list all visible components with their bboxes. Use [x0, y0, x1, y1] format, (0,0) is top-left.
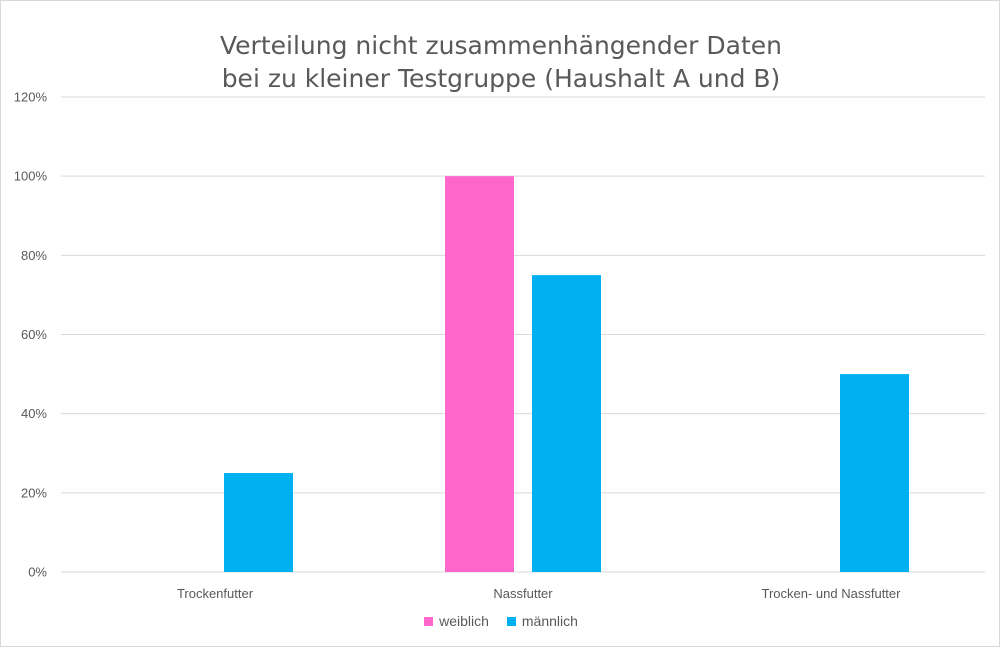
legend-item-weiblich: weiblich [424, 613, 489, 629]
y-tick-label: 0% [28, 565, 47, 580]
bar-maennlich [840, 374, 909, 572]
legend: weiblich männlich [1, 613, 1000, 629]
y-tick-label: 40% [21, 406, 47, 421]
chart-title-line-2: bei zu kleiner Testgruppe (Haushalt A un… [221, 64, 781, 93]
legend-swatch-weiblich [424, 616, 434, 626]
bar-maennlich [532, 275, 601, 572]
legend-label-weiblich: weiblich [439, 613, 489, 629]
legend-item-maennlich: männlich [506, 613, 578, 629]
chart-title-line-1: Verteilung nicht zusammenhängender Daten [220, 31, 782, 60]
y-tick-label: 60% [21, 327, 47, 342]
y-tick-label: 80% [21, 248, 47, 263]
bar-weiblich [445, 176, 514, 572]
x-tick-label: Trockenfutter [177, 586, 254, 601]
x-tick-label: Nassfutter [493, 586, 553, 601]
bar-maennlich [224, 473, 293, 572]
y-tick-label: 20% [21, 485, 47, 500]
y-tick-label: 100% [14, 169, 48, 184]
legend-label-maennlich: männlich [521, 613, 578, 629]
chart-title: Verteilung nicht zusammenhängender Daten… [1, 29, 1000, 95]
y-tick-label: 120% [14, 90, 48, 105]
legend-swatch-maennlich [506, 616, 516, 626]
x-tick-label: Trocken- und Nassfutter [762, 586, 902, 601]
